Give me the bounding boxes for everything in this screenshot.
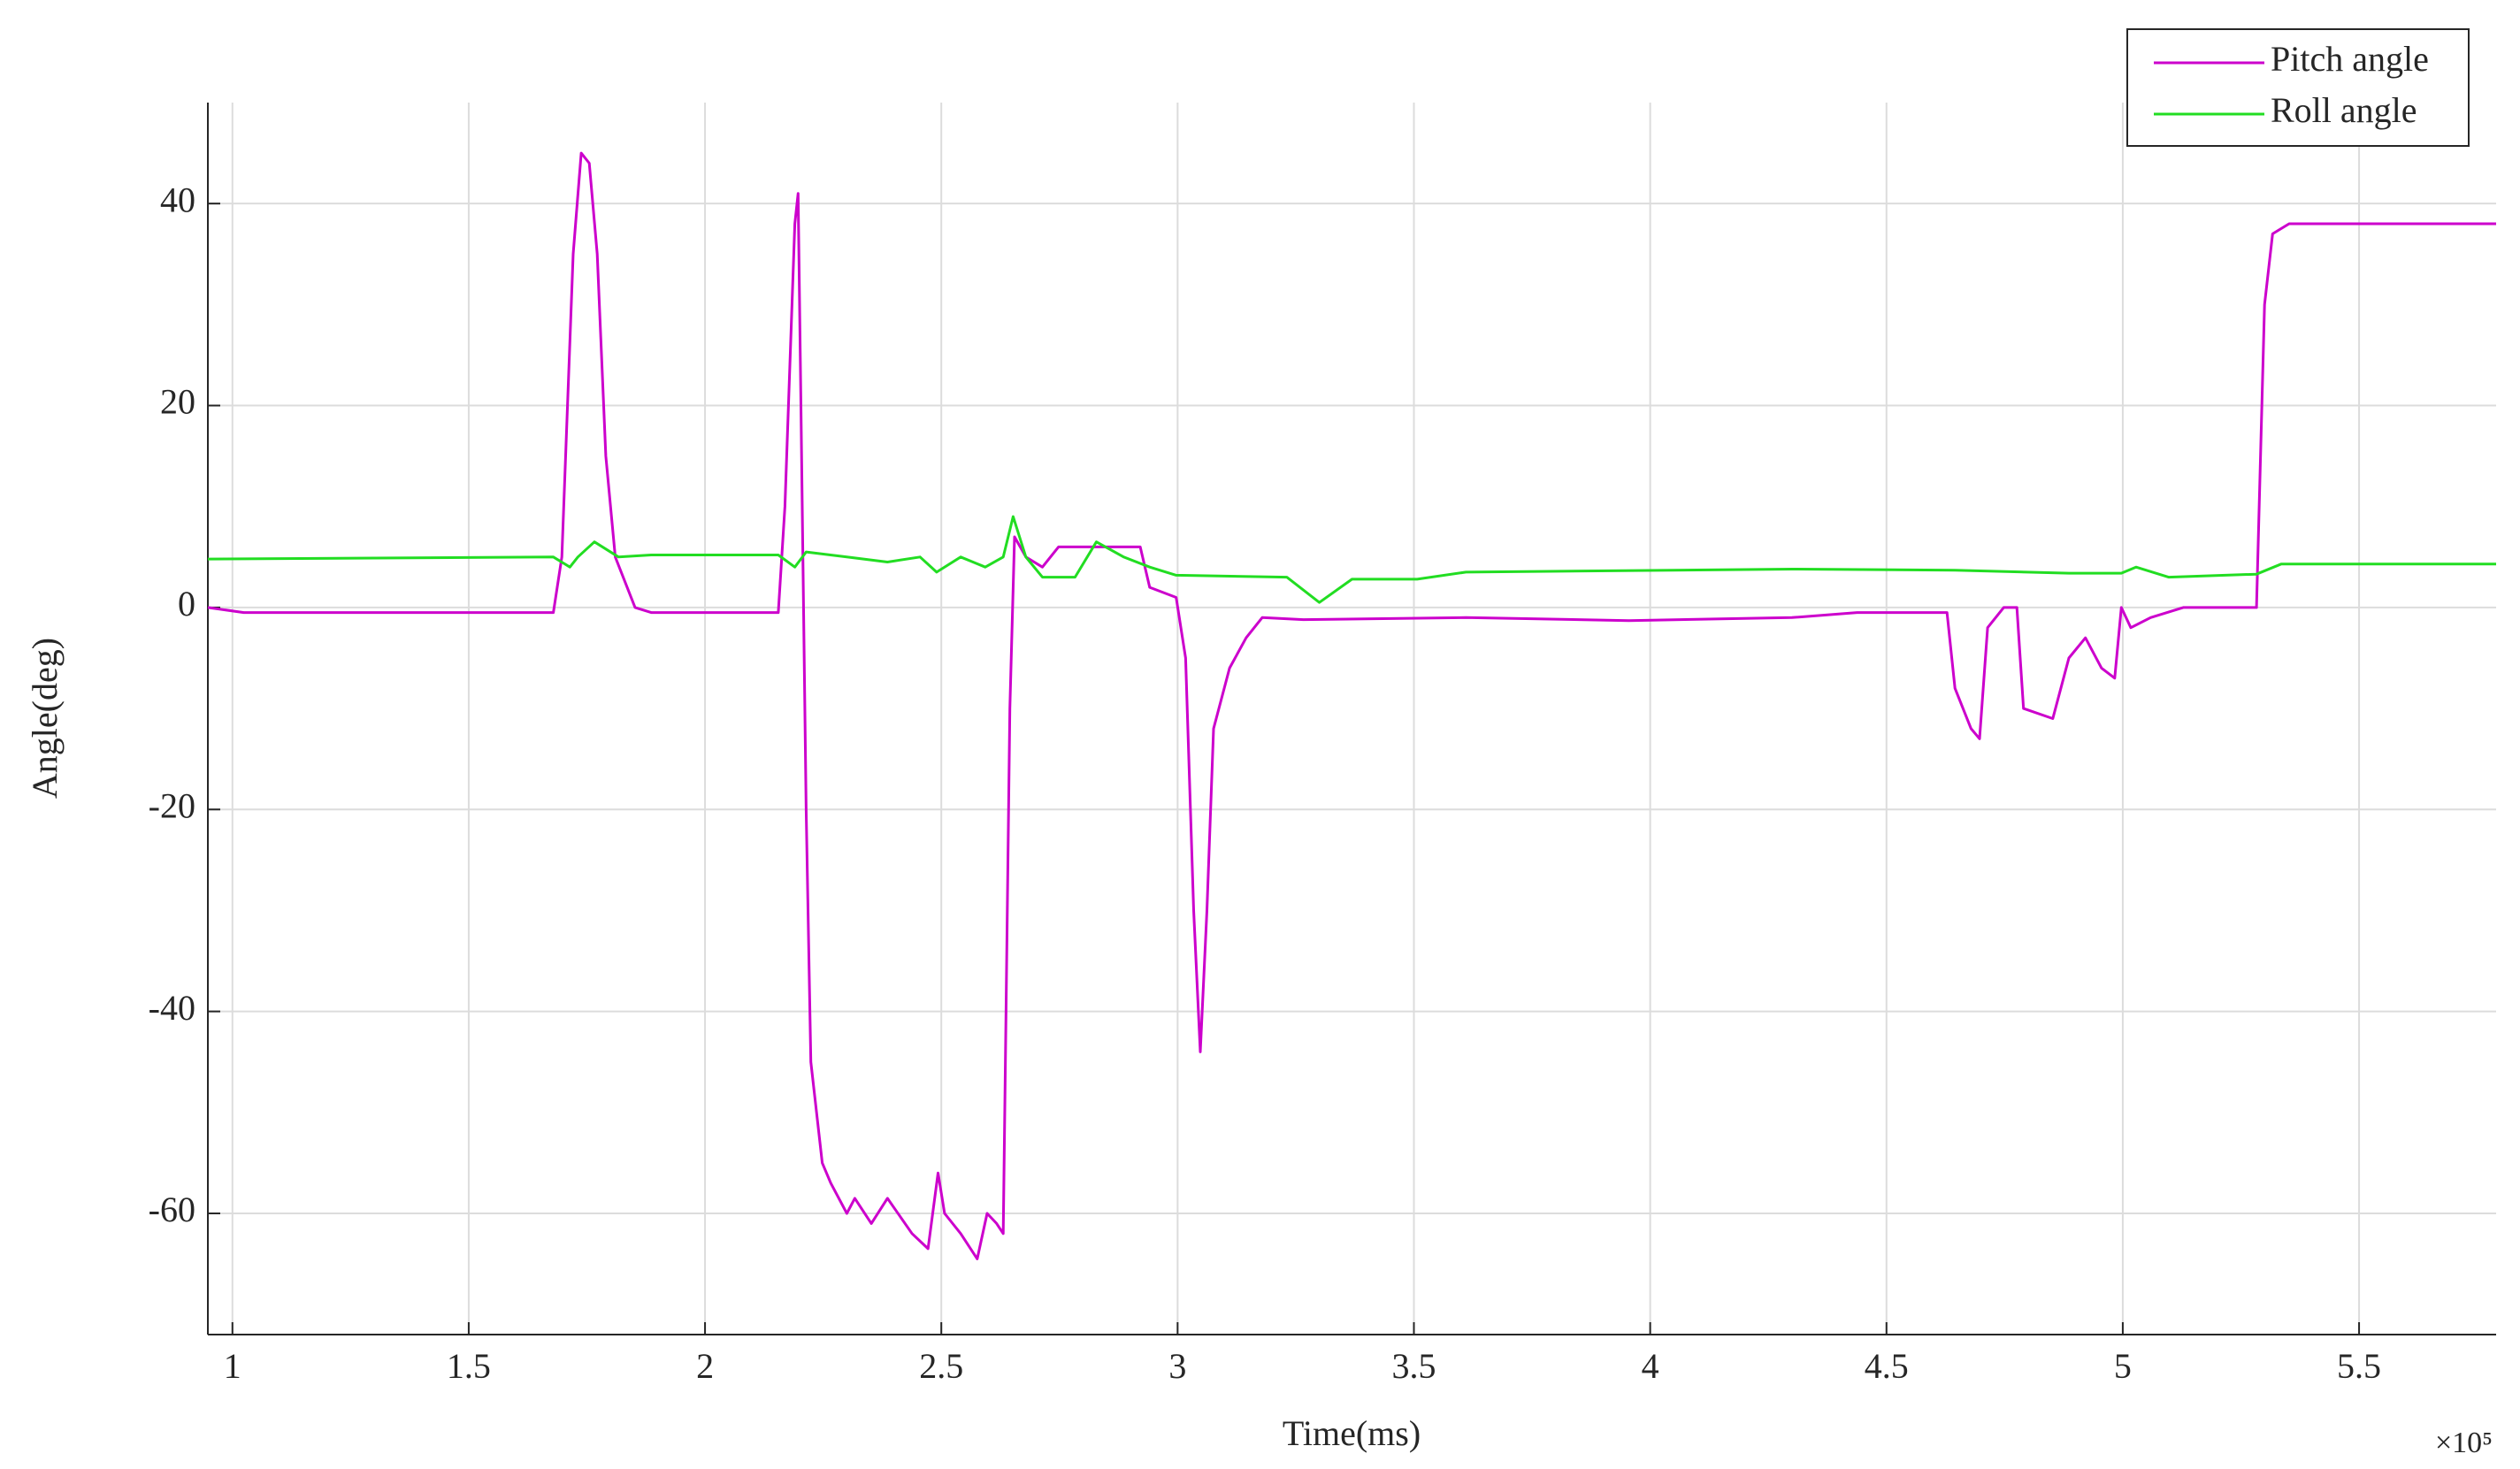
x-tick-label: 2 (696, 1346, 714, 1386)
x-tick-label: 3.5 (1391, 1346, 1436, 1386)
y-tick-label: -60 (149, 1190, 195, 1229)
x-tick-label: 5.5 (2337, 1346, 2381, 1386)
legend-label: Roll angle (2271, 90, 2417, 130)
y-tick-label: 0 (178, 584, 195, 624)
y-tick-label: -20 (149, 785, 195, 825)
y-tick-label: 20 (160, 382, 195, 422)
x-tick-label: 5 (2114, 1346, 2132, 1386)
x-tick-label: 2.5 (919, 1346, 963, 1386)
x-exponent: ×10⁵ (2435, 1427, 2493, 1459)
y-axis-title: Angle(deg) (25, 638, 65, 799)
legend-box (2126, 28, 2470, 147)
y-tick-label: 40 (160, 180, 195, 219)
y-tick-label: -40 (149, 988, 195, 1028)
x-tick-label: 4 (1642, 1346, 1659, 1386)
x-tick-label: 3 (1168, 1346, 1186, 1386)
data-line (207, 515, 2496, 604)
x-tick-label: 1.5 (447, 1346, 491, 1386)
x-tick-label: 1 (224, 1346, 241, 1386)
data-line (207, 151, 2496, 1260)
x-axis-title: Time(ms) (1283, 1413, 1421, 1453)
legend-label: Pitch angle (2271, 39, 2429, 79)
x-tick-label: 4.5 (1865, 1346, 1909, 1386)
